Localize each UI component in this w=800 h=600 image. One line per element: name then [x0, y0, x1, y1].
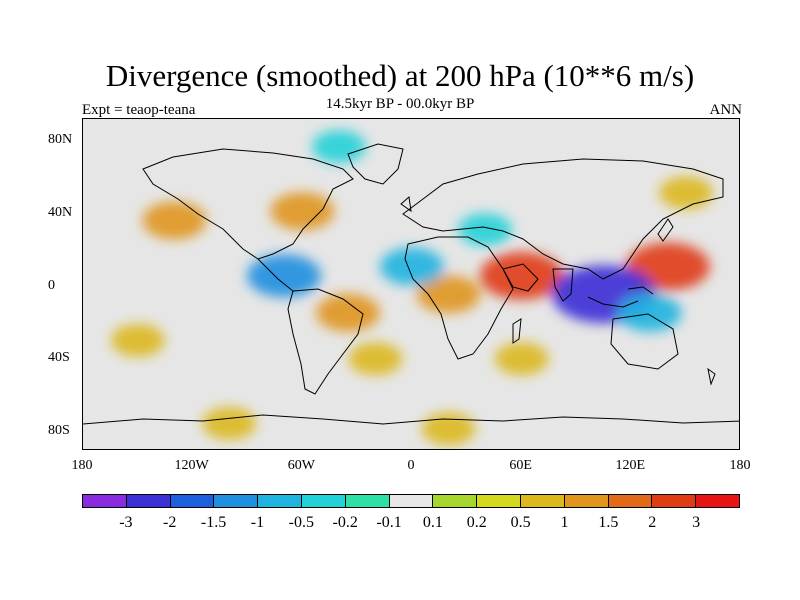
divergence-anomaly: [494, 342, 549, 376]
lat-tick-label: 40N: [48, 205, 73, 220]
colorbar-swatch: [345, 495, 390, 507]
divergence-anomaly: [659, 176, 714, 210]
lat-tick-label: 0: [48, 278, 55, 293]
season-label: ANN: [709, 102, 743, 118]
divergence-anomaly: [270, 192, 335, 231]
lon-tick-label: 180: [71, 458, 93, 473]
divergence-field: [110, 130, 714, 446]
colorbar-swatch: [564, 495, 609, 507]
colorbar-swatch: [258, 495, 302, 507]
colorbar-swatch: [477, 495, 521, 507]
plot-title: Divergence (smoothed) at 200 hPa (10**6 …: [105, 58, 695, 93]
divergence-anomaly: [416, 275, 481, 314]
colorbar-label: 0.2: [466, 514, 487, 531]
colorbar-label: -0.5: [288, 514, 314, 531]
divergence-anomaly: [458, 213, 513, 247]
lon-tick-label: 60W: [287, 458, 315, 473]
divergence-anomaly: [421, 412, 476, 446]
colorbar-label: -1.5: [200, 514, 227, 531]
lon-tick-label: 120E: [615, 458, 646, 473]
lon-tick-label: 0: [407, 458, 415, 473]
colorbar-swatch: [83, 495, 127, 507]
lon-tick-label: 180: [729, 458, 751, 473]
colorbar-label: -2: [163, 514, 177, 531]
colorbar-label: 2: [648, 514, 657, 531]
colorbar-swatch: [520, 495, 565, 507]
colorbar-label: 0.1: [422, 514, 443, 531]
colorbar-swatch: [652, 495, 697, 507]
lat-tick-label: 80N: [48, 132, 73, 147]
colorbar-label: 3: [692, 514, 701, 531]
colorbar-swatch: [214, 495, 259, 507]
period-label: 14.5kyr BP - 00.0kyr BP: [325, 96, 475, 112]
colorbar-label: -0.2: [332, 514, 358, 531]
colorbar-label: 1.5: [598, 514, 619, 531]
divergence-anomaly: [617, 293, 682, 332]
divergence-anomaly: [247, 254, 322, 298]
lon-tick-label: 120W: [174, 458, 209, 473]
divergence-anomaly: [311, 130, 366, 164]
divergence-anomaly: [380, 247, 444, 286]
colorbar-swatch: [433, 495, 478, 507]
divergence-anomaly: [348, 342, 403, 376]
colorbar-swatch: [608, 495, 653, 507]
colorbar-swatch: [126, 495, 171, 507]
colorbar-swatch: [389, 495, 434, 507]
colorbar-label: -1: [250, 514, 265, 531]
lat-tick-label: 40S: [48, 350, 70, 365]
divergence-anomaly: [142, 201, 207, 240]
colorbar-label: -3: [119, 514, 133, 531]
map-canvas: [83, 130, 739, 446]
divergence-anomaly: [110, 323, 165, 357]
colorbar-swatch: [696, 495, 739, 507]
lon-tick-label: 60E: [509, 458, 532, 473]
colorbar-label: -0.1: [376, 514, 402, 531]
map-panel: [82, 118, 740, 450]
experiment-label: Expt = teaop-teana: [82, 102, 196, 118]
colorbar-swatch: [301, 495, 346, 507]
divergence-anomaly: [316, 293, 381, 332]
colorbar: [82, 494, 740, 508]
coastlines: [83, 143, 739, 425]
colorbar-swatch: [170, 495, 215, 507]
colorbar-label: 0.5: [510, 514, 531, 531]
divergence-anomaly: [479, 251, 564, 300]
colorbar-label: 1: [560, 514, 569, 531]
lat-tick-label: 80S: [48, 423, 70, 438]
divergence-anomaly: [202, 406, 257, 440]
